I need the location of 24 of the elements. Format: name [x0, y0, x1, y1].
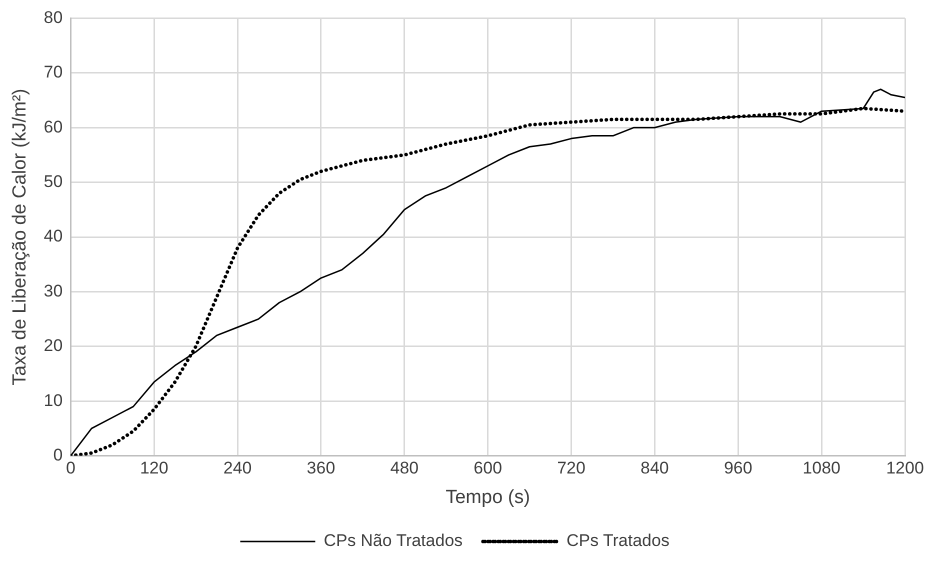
x-tick-label: 960 — [724, 458, 752, 478]
y-tick-label: 60 — [44, 117, 63, 136]
legend-label: CPs Não Tratados — [324, 531, 463, 550]
x-axis-title: Tempo (s) — [446, 486, 530, 508]
y-tick-label: 30 — [44, 281, 63, 300]
x-tick-label: 360 — [306, 458, 336, 478]
x-tick-label: 0 — [66, 458, 76, 478]
y-tick-label: 50 — [44, 172, 63, 191]
y-tick-label: 20 — [44, 336, 63, 356]
legend-label: CPs Tratados — [566, 531, 670, 550]
x-tick-label: 480 — [390, 458, 419, 478]
y-axis-title: Taxa de Liberação de Calor (kJ/m²) — [10, 88, 31, 386]
y-tick-label: 40 — [44, 226, 63, 246]
y-tick-label: 10 — [44, 390, 63, 410]
x-tick-label: 720 — [557, 458, 586, 478]
y-tick-label: 70 — [44, 62, 63, 82]
x-tick-label: 120 — [140, 458, 168, 478]
x-tick-label: 1080 — [802, 458, 840, 478]
y-tick-label: 80 — [44, 8, 63, 27]
x-tick-label: 840 — [640, 458, 669, 478]
x-tick-label: 600 — [474, 458, 502, 478]
y-tick-label: 0 — [53, 445, 63, 464]
x-tick-label: 1200 — [886, 458, 924, 478]
x-tick-label: 240 — [223, 458, 252, 478]
